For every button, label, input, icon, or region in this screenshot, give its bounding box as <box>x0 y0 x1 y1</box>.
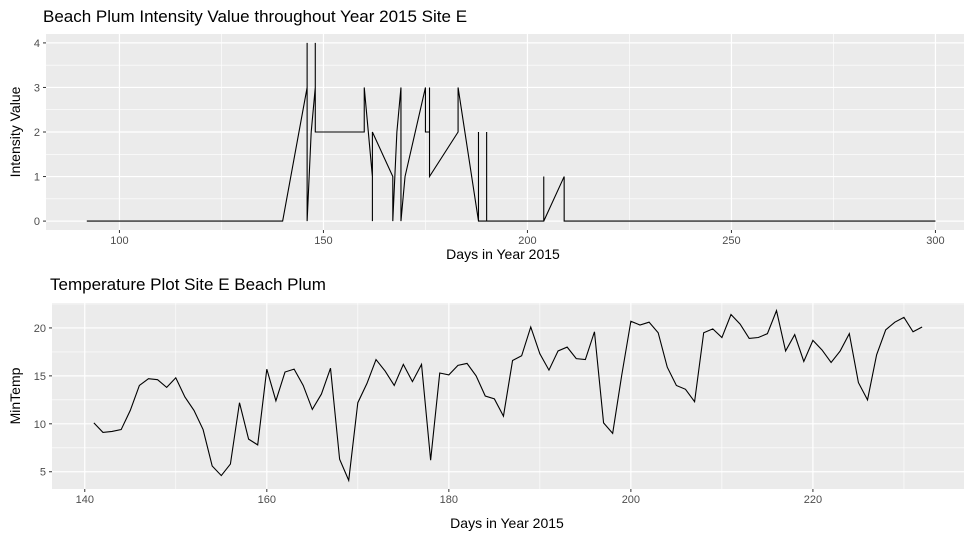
x-tick-label: 220 <box>804 494 822 506</box>
x-axis: 140 160 180 200 220 <box>76 489 822 506</box>
plot-background <box>52 303 964 489</box>
series-line <box>86 42 936 222</box>
x-tick-label: 150 <box>314 235 332 247</box>
x-tick-label: 250 <box>722 235 740 247</box>
plot-area <box>86 42 936 222</box>
x-axis-title: Days in Year 2015 <box>446 246 560 262</box>
temperature-chart: Temperature Plot Site E Beach Plum 5 10 15… <box>7 275 964 531</box>
x-tick-label: 140 <box>76 494 94 506</box>
x-tick-label: 180 <box>440 494 458 506</box>
y-tick-label: 5 <box>40 467 46 479</box>
x-axis-title: Days in Year 2015 <box>450 515 564 531</box>
plot-area <box>93 308 923 483</box>
y-tick-label: 3 <box>34 82 40 94</box>
y-tick-label: 20 <box>34 323 46 335</box>
x-tick-label: 100 <box>110 235 128 247</box>
y-tick-label: 4 <box>34 38 40 50</box>
gridlines <box>52 303 964 489</box>
x-tick-label: 200 <box>518 235 536 247</box>
y-tick-label: 0 <box>34 216 40 228</box>
y-tick-label: 10 <box>34 419 46 431</box>
series-line <box>93 308 923 483</box>
intensity-chart: Beach Plum Intensity Value throughout Ye… <box>7 7 964 262</box>
x-tick-label: 200 <box>622 494 640 506</box>
x-axis: 100 150 200 250 300 <box>110 230 945 247</box>
y-tick-label: 1 <box>34 172 40 184</box>
chart-title: Temperature Plot Site E Beach Plum <box>50 275 326 294</box>
x-tick-label: 160 <box>258 494 276 506</box>
y-axis-title: Intensity Value <box>7 86 23 177</box>
y-axis: 0 1 2 3 4 <box>34 38 46 228</box>
x-tick-label: 300 <box>926 235 944 247</box>
y-tick-label: 2 <box>34 127 40 139</box>
y-axis: 5 10 15 20 <box>34 323 52 479</box>
chart-title: Beach Plum Intensity Value throughout Ye… <box>43 7 467 26</box>
y-axis-title: MinTemp <box>7 367 23 424</box>
y-tick-label: 15 <box>34 371 46 383</box>
